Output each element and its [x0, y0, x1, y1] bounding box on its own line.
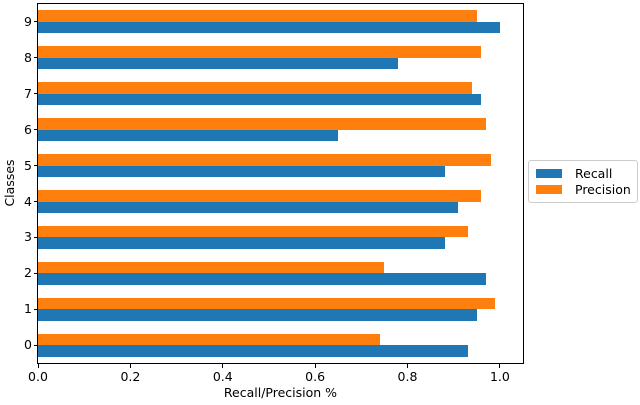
bar-recall-class-8	[38, 57, 399, 70]
x-axis-label: Recall/Precision %	[223, 385, 338, 400]
bar-precision-class-3	[38, 225, 468, 238]
legend-label-precision: Precision	[575, 181, 631, 197]
x-tick-label-1.0: 1.0	[489, 369, 510, 384]
bar-precision-class-6	[38, 118, 486, 130]
x-tick-label-0.6: 0.6	[305, 369, 326, 384]
bar-recall-class-0	[38, 345, 468, 357]
bar-recall-class-4	[38, 201, 459, 213]
x-tick-label-0.0: 0.0	[28, 369, 48, 384]
bar-precision-class-0	[38, 333, 380, 346]
y-tick-mark-3	[33, 236, 38, 238]
bar-recall-class-7	[38, 93, 482, 106]
bar-recall-class-1	[38, 309, 477, 321]
bar-precision-class-7	[38, 82, 473, 94]
y-tick-label-7: 7	[24, 85, 32, 101]
y-tick-mark-4	[33, 201, 38, 202]
y-tick-label-6: 6	[24, 121, 32, 137]
x-tick-label-0.2: 0.2	[120, 369, 141, 384]
y-tick-label-9: 9	[24, 13, 32, 29]
y-tick-label-1: 1	[24, 301, 32, 317]
plot-area	[37, 3, 524, 364]
y-tick-mark-0	[33, 344, 38, 346]
bar-recall-class-9	[38, 21, 500, 34]
y-tick-mark-5	[33, 165, 38, 167]
y-tick-label-5: 5	[24, 157, 32, 173]
y-tick-label-0: 0	[24, 337, 32, 353]
x-tick-mark-1.0	[499, 364, 501, 368]
legend: Recall Precision	[528, 160, 638, 203]
x-tick-mark-0.4	[222, 364, 224, 368]
x-tick-mark-0.2	[129, 364, 131, 368]
bar-recall-class-3	[38, 237, 445, 249]
bar-precision-class-4	[38, 190, 482, 202]
y-tick-label-2: 2	[24, 265, 32, 281]
y-tick-mark-1	[33, 308, 38, 310]
bar-precision-class-2	[38, 261, 385, 274]
bar-recall-class-5	[38, 165, 445, 178]
bar-precision-class-8	[38, 46, 482, 58]
y-tick-mark-2	[33, 272, 38, 274]
legend-swatch-precision	[536, 184, 562, 194]
y-tick-label-3: 3	[24, 229, 32, 245]
x-tick-label-0.8: 0.8	[397, 369, 418, 384]
y-tick-mark-7	[33, 93, 38, 95]
x-tick-label-0.4: 0.4	[212, 369, 233, 384]
y-tick-mark-8	[33, 57, 38, 59]
x-tick-mark-0.0	[37, 364, 39, 368]
y-tick-mark-9	[33, 21, 38, 23]
y-tick-label-4: 4	[24, 193, 32, 209]
bar-precision-class-5	[38, 154, 491, 166]
y-tick-mark-6	[33, 129, 38, 131]
legend-swatch-recall	[536, 169, 562, 179]
x-tick-mark-0.6	[314, 364, 316, 368]
bar-precision-class-1	[38, 297, 496, 310]
x-tick-mark-0.8	[407, 364, 408, 368]
bar-precision-class-9	[38, 10, 477, 22]
legend-row-precision: Precision	[536, 181, 631, 198]
legend-label-recall: Recall	[575, 166, 613, 182]
bar-recall-class-6	[38, 129, 339, 142]
legend-row-recall: Recall	[536, 166, 630, 182]
bar-recall-class-2	[38, 273, 486, 285]
y-tick-label-8: 8	[24, 49, 32, 65]
